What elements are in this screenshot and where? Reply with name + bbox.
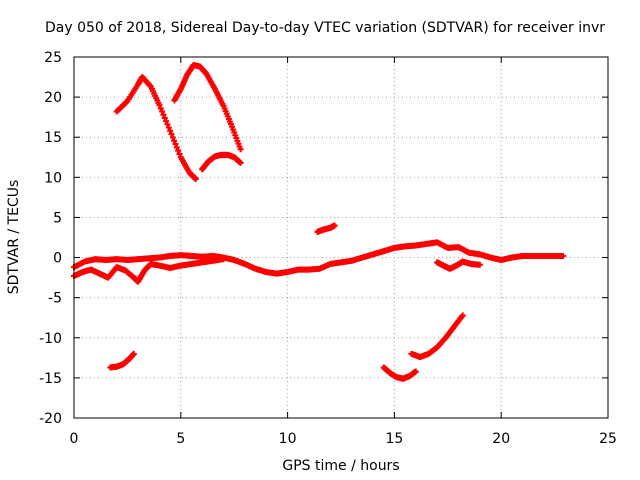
data-point <box>157 105 164 112</box>
series-band-2 <box>71 256 227 285</box>
data-point <box>192 175 199 182</box>
x-tick-labels: 0 5 10 15 20 25 <box>70 431 617 447</box>
data-point <box>220 256 227 263</box>
grid-lines <box>74 57 608 418</box>
y-tick-label: 15 <box>44 130 62 146</box>
data-point <box>412 368 419 375</box>
x-tick-label: 15 <box>385 431 403 447</box>
y-tick-label: 25 <box>44 50 62 66</box>
data-point <box>160 111 167 118</box>
data-point <box>161 114 168 121</box>
series-band-3 <box>434 258 483 272</box>
series-band-1 <box>71 239 567 277</box>
y-tick-label: 10 <box>44 170 62 186</box>
x-tick-label: 10 <box>279 431 297 447</box>
data-point <box>331 222 338 229</box>
x-tick-label: 5 <box>176 431 185 447</box>
chart-title: Day 050 of 2018, Sidereal Day-to-day VTE… <box>45 20 605 36</box>
data-point <box>476 261 483 268</box>
series-arc-7 <box>408 312 466 361</box>
series-arc-6 <box>380 364 419 382</box>
y-tick-label: 0 <box>53 251 62 267</box>
data-point <box>560 252 567 259</box>
series-arc-3 <box>199 151 244 173</box>
data-point <box>171 137 178 144</box>
data-point <box>237 146 244 153</box>
x-tick-label: 25 <box>599 431 617 447</box>
series-arc-4 <box>314 222 338 235</box>
data-point <box>167 127 174 134</box>
data-point <box>172 141 179 148</box>
y-tick-labels: -20 -15 -10 -5 0 5 10 15 20 25 <box>39 50 62 427</box>
plot-frame <box>73 56 609 419</box>
axis-ticks <box>73 56 609 419</box>
x-tick-label: 20 <box>492 431 510 447</box>
y-tick-label: -5 <box>48 291 62 307</box>
data-point <box>237 159 244 166</box>
series-arc-1 <box>113 74 199 182</box>
data-point <box>130 350 137 357</box>
y-tick-label: -20 <box>39 411 62 427</box>
data-point <box>176 150 183 157</box>
y-tick-label: -15 <box>39 371 62 387</box>
data-point <box>168 131 175 138</box>
y-tick-label: -10 <box>39 331 62 347</box>
data-marks <box>71 62 567 382</box>
series-arc-5 <box>107 350 137 371</box>
data-point <box>164 121 171 128</box>
data-point <box>156 102 163 109</box>
data-point <box>169 134 176 141</box>
data-point <box>175 147 182 154</box>
data-point <box>159 108 166 115</box>
data-point <box>173 144 180 151</box>
y-tick-label: 20 <box>44 90 62 106</box>
data-point <box>163 118 170 125</box>
x-tick-label: 0 <box>70 431 79 447</box>
x-axis-title: GPS time / hours <box>282 458 399 474</box>
y-axis-title: SDTVAR / TECUs <box>6 180 22 295</box>
y-tick-label: 5 <box>53 210 62 226</box>
series-arc-2 <box>171 62 244 153</box>
data-point <box>459 312 466 319</box>
data-point <box>165 124 172 131</box>
